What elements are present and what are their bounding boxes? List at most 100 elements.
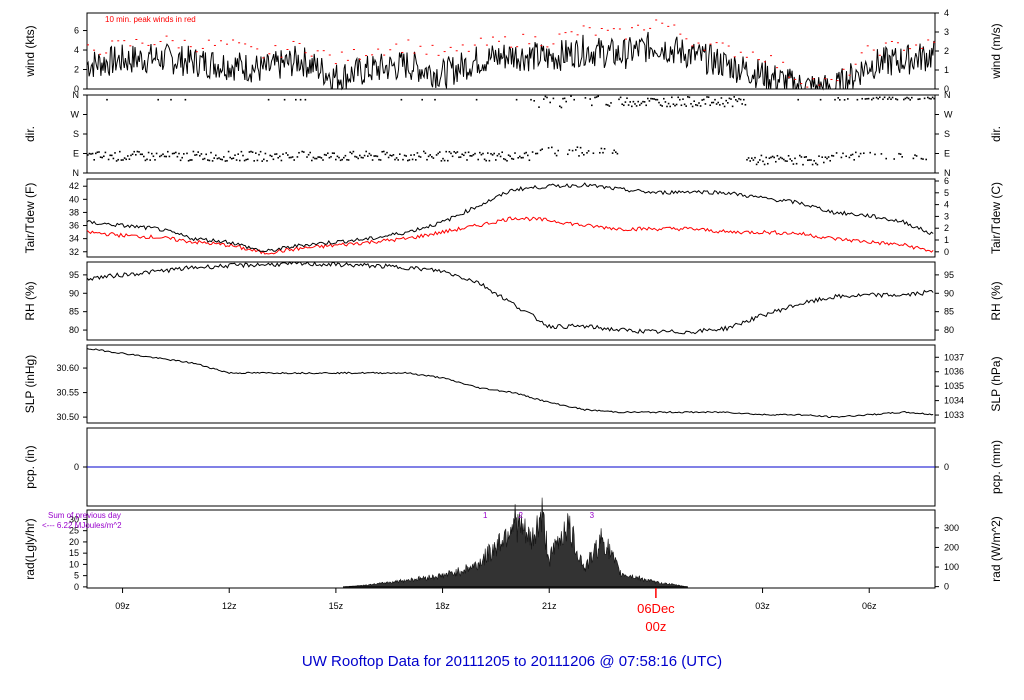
direction-point [911,96,913,99]
direction-point [696,104,699,107]
direction-point [373,155,375,157]
direction-point [175,151,177,154]
left-tick-label: 0 [74,84,79,94]
direction-point [362,156,364,159]
direction-point [419,156,422,158]
direction-point [795,162,798,165]
direction-point [143,155,145,158]
direction-point [903,98,905,101]
panel-frame-slp [86,344,936,424]
direction-point [575,149,577,151]
direction-point [367,155,369,157]
direction-point [283,98,286,101]
right-tick-label: 300 [944,523,959,533]
direction-point [551,146,553,149]
direction-point [298,151,300,154]
direction-point [285,152,287,154]
direction-point [883,96,886,99]
direction-point [471,155,473,157]
direction-point [704,103,707,105]
direction-point [322,159,324,161]
right-tick-label: 0 [944,84,949,94]
direction-point [357,157,359,160]
direction-point [624,101,627,103]
direction-point [154,159,156,161]
direction-point [490,152,492,155]
direction-point [791,159,793,162]
direction-point [98,151,100,153]
direction-point [491,154,494,156]
direction-point [848,156,851,159]
direction-point [757,161,759,164]
direction-point [771,155,774,158]
direction-point [731,105,734,108]
direction-point [263,158,265,161]
direction-point [658,101,660,104]
right-tick-label: 6 [944,176,949,186]
direction-point [331,152,334,154]
direction-point [671,96,673,99]
direction-point [464,151,467,154]
direction-point [768,157,771,159]
direction-point [874,153,876,156]
direction-point [194,154,196,156]
direction-point [493,152,495,155]
direction-point [655,98,657,101]
direction-point [594,96,596,99]
direction-point [250,150,252,153]
direction-point [699,105,702,107]
direction-point [667,102,670,105]
direction-point [475,98,478,101]
rad-sum-note: Sum of previous day [48,511,121,520]
direction-point [450,152,452,155]
direction-point [520,156,523,159]
direction-point [208,159,211,162]
direction-point [127,155,129,157]
direction-point [279,155,281,158]
direction-point [157,98,159,101]
direction-point [147,151,150,154]
direction-point [216,157,219,160]
direction-point [426,158,428,161]
direction-point [395,157,398,159]
direction-point [151,152,153,155]
direction-point [93,158,95,161]
direction-point [434,98,436,101]
left-tick-label: 85 [69,307,79,317]
direction-point [229,156,231,159]
direction-point [416,152,419,154]
x-tick-label: 21z [542,601,557,611]
right-tick-label: W [944,110,953,120]
direction-point [530,98,532,101]
left-axis-label: rad(Lgly/hr) [23,518,37,579]
direction-point [480,153,483,156]
direction-point [810,159,812,161]
direction-point [621,103,623,106]
direction-point [383,150,385,153]
direction-point [792,163,795,165]
direction-point [269,154,271,157]
direction-point [595,96,598,98]
direction-point [763,163,766,166]
x-tick-label: 15z [329,601,344,611]
direction-point [320,157,323,159]
series-slp-line [86,348,934,419]
direction-point [224,160,227,162]
x-tick-label: 09z [115,601,130,611]
right-tick-label: 3 [944,211,949,221]
direction-point [485,159,487,162]
direction-point [538,106,540,108]
direction-point [370,154,372,157]
direction-point [368,152,371,155]
direction-point [359,154,361,157]
right-axis-label: pcp. (mm) [989,440,1003,494]
direction-point [647,97,649,100]
direction-point [195,153,198,156]
direction-point [402,158,404,161]
left-tick-label: 2 [74,65,79,75]
direction-point [733,96,735,98]
direction-point [531,151,534,153]
direction-point [754,156,756,159]
rad-marker: 2 [519,511,524,520]
direction-point [146,158,148,161]
